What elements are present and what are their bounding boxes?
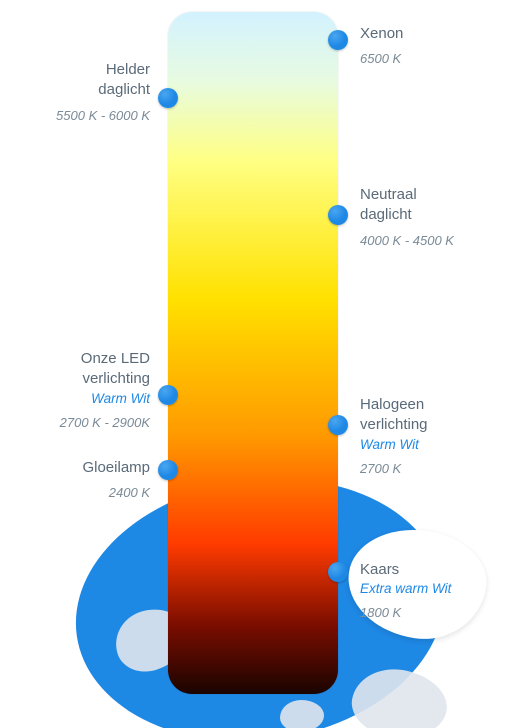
label-kaars: KaarsExtra warm Wit 1800 K (360, 560, 500, 622)
marker-dot-halogeen (328, 415, 348, 435)
label-range: 5500 K - 6000 K (10, 107, 150, 125)
label-gloeilamp: Gloeilamp 2400 K (10, 458, 150, 502)
label-title: Xenon (360, 24, 500, 44)
label-subtitle: Extra warm Wit (360, 580, 500, 598)
pebble-blob-2 (280, 700, 324, 728)
label-range: 2400 K (10, 484, 150, 502)
label-range: 4000 K - 4500 K (360, 232, 500, 250)
color-temperature-bar (168, 12, 338, 694)
label-neutraal: Neutraaldaglicht 4000 K - 4500 K (360, 185, 500, 249)
label-onze-led: Onze LEDverlichtingWarm Wit 2700 K - 2900… (10, 349, 150, 431)
label-title: Helderdaglicht (10, 60, 150, 101)
marker-dot-xenon (328, 30, 348, 50)
label-xenon: Xenon 6500 K (360, 24, 500, 68)
label-title: Halogeenverlichting (360, 395, 500, 436)
marker-dot-gloeilamp (158, 460, 178, 480)
label-title: Gloeilamp (10, 458, 150, 478)
label-helder: Helderdaglicht 5500 K - 6000 K (10, 60, 150, 124)
label-title: Kaars (360, 560, 500, 580)
marker-dot-onze-led (158, 385, 178, 405)
label-title: Onze LEDverlichting (10, 349, 150, 390)
marker-dot-neutraal (328, 205, 348, 225)
marker-dot-kaars (328, 562, 348, 582)
marker-dot-helder (158, 88, 178, 108)
label-halogeen: HalogeenverlichtingWarm Wit 2700 K (360, 395, 500, 477)
label-range: 2700 K - 2900K (10, 414, 150, 432)
label-range: 6500 K (360, 50, 500, 68)
label-subtitle: Warm Wit (10, 390, 150, 408)
label-range: 2700 K (360, 460, 500, 478)
label-range: 1800 K (360, 604, 500, 622)
label-title: Neutraaldaglicht (360, 185, 500, 226)
label-subtitle: Warm Wit (360, 436, 500, 454)
